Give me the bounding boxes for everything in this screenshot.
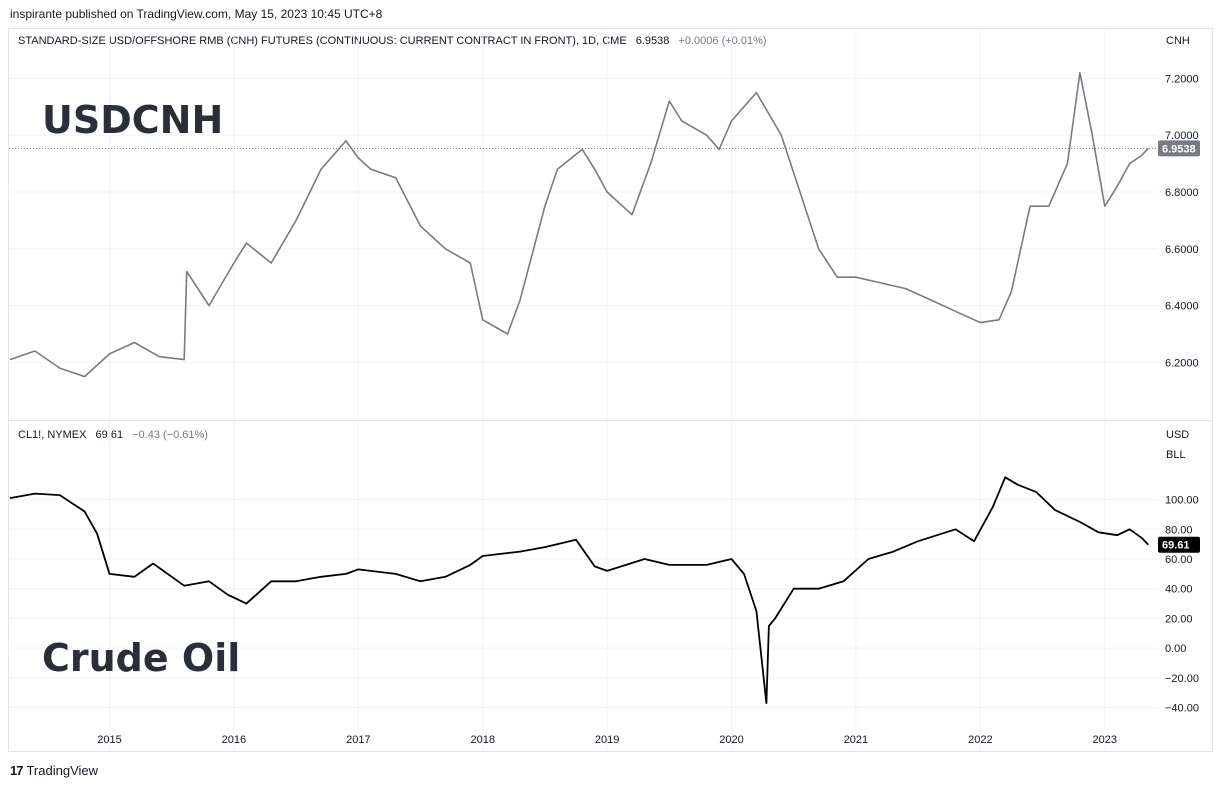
- crude-price-tag-text: 69.61: [1162, 540, 1190, 552]
- usdcnh-legend-title: STANDARD-SIZE USD/OFFSHORE RMB (CNH) FUT…: [18, 35, 627, 47]
- crude-series-line: [9, 476, 1149, 704]
- footer-branding[interactable]: 17 TradingView: [10, 763, 98, 778]
- crude-legend-change: −0.43 (−0.61%): [132, 429, 208, 441]
- usdcnh-price-tag: [1158, 140, 1200, 157]
- x-tick-label: 2023: [1093, 734, 1117, 746]
- y-tick-label: 6.8000: [1165, 187, 1199, 199]
- x-tick-label: 2015: [97, 734, 121, 746]
- usdcnh-legend-change: +0.0006 (+0.01%): [678, 35, 767, 47]
- crude-price-tag: [1158, 536, 1200, 553]
- crude-unit-2: BLL: [1166, 449, 1186, 461]
- x-tick-label: 2017: [346, 734, 370, 746]
- y-tick-label: −40.00: [1165, 703, 1199, 715]
- usdcnh-price-tag-text: 6.9538: [1162, 143, 1196, 155]
- x-tick-label: 2016: [222, 734, 246, 746]
- crude-legend-title: CL1!, NYMEX: [18, 429, 87, 441]
- usdcnh-legend: STANDARD-SIZE USD/OFFSHORE RMB (CNH) FUT…: [18, 35, 767, 47]
- x-tick-label: 2020: [719, 734, 743, 746]
- y-tick-label: 100.00: [1165, 495, 1199, 507]
- y-tick-label: 7.2000: [1165, 73, 1199, 85]
- y-tick-label: 7.0000: [1165, 130, 1199, 142]
- y-tick-label: 6.2000: [1165, 357, 1199, 369]
- usdcnh-legend-value: 6.9538: [635, 35, 670, 47]
- pane-divider[interactable]: [8, 420, 1213, 421]
- y-tick-label: 80.00: [1165, 524, 1193, 536]
- y-tick-label: 60.00: [1165, 554, 1193, 566]
- y-tick-label: 40.00: [1165, 584, 1193, 596]
- footer-brand-text: TradingView: [26, 763, 99, 778]
- x-tick-label: 2018: [470, 734, 494, 746]
- tradingview-logo-icon: 17: [10, 763, 24, 778]
- x-tick-label: 2021: [844, 734, 868, 746]
- crude-overlay-label: Crude Oil: [42, 636, 241, 680]
- publish-info: inspirante published on TradingView.com,…: [10, 7, 383, 21]
- usdcnh-unit: CNH: [1166, 35, 1190, 47]
- y-tick-label: 20.00: [1165, 613, 1193, 625]
- y-tick-label: 6.4000: [1165, 301, 1199, 313]
- y-tick-label: 6.6000: [1165, 244, 1199, 256]
- x-tick-label: 2019: [595, 734, 619, 746]
- chart-frame: [8, 28, 1213, 752]
- usdcnh-series-line: [9, 71, 1149, 378]
- usdcnh-overlay-label: USDCNH: [42, 98, 224, 142]
- y-tick-label: −20.00: [1165, 673, 1199, 685]
- x-tick-label: 2022: [968, 734, 992, 746]
- y-tick-label: 0.00: [1165, 643, 1186, 655]
- crude-unit: USD: [1166, 429, 1190, 441]
